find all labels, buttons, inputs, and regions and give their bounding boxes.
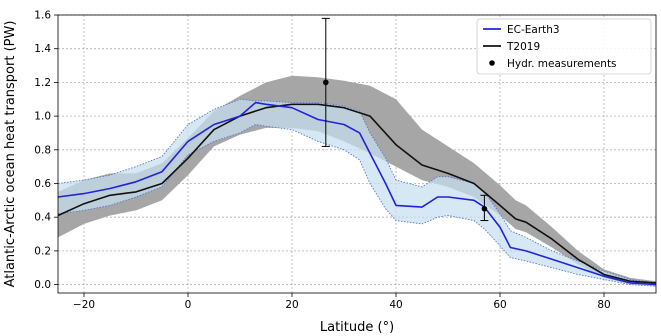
measurement-point bbox=[323, 79, 329, 86]
y-tick-label: 1.2 bbox=[34, 77, 51, 89]
x-axis-label: Latitude (°) bbox=[320, 320, 394, 335]
y-tick-label: 0.0 bbox=[34, 279, 51, 291]
plot-frame bbox=[57, 14, 657, 294]
legend-box bbox=[476, 18, 652, 75]
series-line-t2019 bbox=[57, 103, 657, 284]
y-tick-label: 1.0 bbox=[34, 111, 51, 123]
band-edge-upper-ec-earth3 bbox=[57, 98, 657, 284]
measurement-points bbox=[321, 17, 489, 222]
legend-label-t2019: T2019 bbox=[506, 41, 540, 53]
y-tick-label: 1.4 bbox=[34, 43, 51, 55]
x-tick-label: 20 bbox=[285, 299, 298, 311]
x-tick-label: −20 bbox=[73, 299, 95, 311]
y-tick-label: 1.6 bbox=[34, 10, 51, 22]
axis-ticks: −20 0 20 40 60 80 0.0 0.2 0.4 0.6 0.8 1.0 1.2 1.4 1.6 bbox=[34, 10, 610, 312]
band-edge-lower-ec-earth3 bbox=[57, 124, 657, 287]
legend-label-measurements: Hydr. measurements bbox=[507, 58, 617, 70]
y-axis-label: Atlantic-Arctic ocean heat transport (PW… bbox=[3, 21, 18, 288]
y-tick-label: 0.6 bbox=[34, 178, 51, 190]
x-tick-label: 80 bbox=[597, 299, 610, 311]
x-tick-label: 60 bbox=[493, 299, 506, 311]
y-tick-label: 0.2 bbox=[34, 245, 51, 257]
legend-marker-measurements bbox=[489, 60, 495, 66]
x-tick-label: 0 bbox=[185, 299, 192, 311]
series-lines bbox=[57, 101, 657, 286]
legend-label-ec-earth3: EC-Earth3 bbox=[507, 24, 560, 36]
x-tick-label: 40 bbox=[389, 299, 402, 311]
series-line-ec-earth3 bbox=[57, 101, 657, 286]
legend: EC-Earth3 T2019 Hydr. measurements bbox=[476, 18, 652, 75]
y-tick-label: 0.4 bbox=[34, 212, 51, 224]
uncertainty-bands bbox=[57, 75, 657, 287]
y-tick-label: 0.8 bbox=[34, 144, 51, 156]
measurement-point bbox=[481, 205, 488, 212]
